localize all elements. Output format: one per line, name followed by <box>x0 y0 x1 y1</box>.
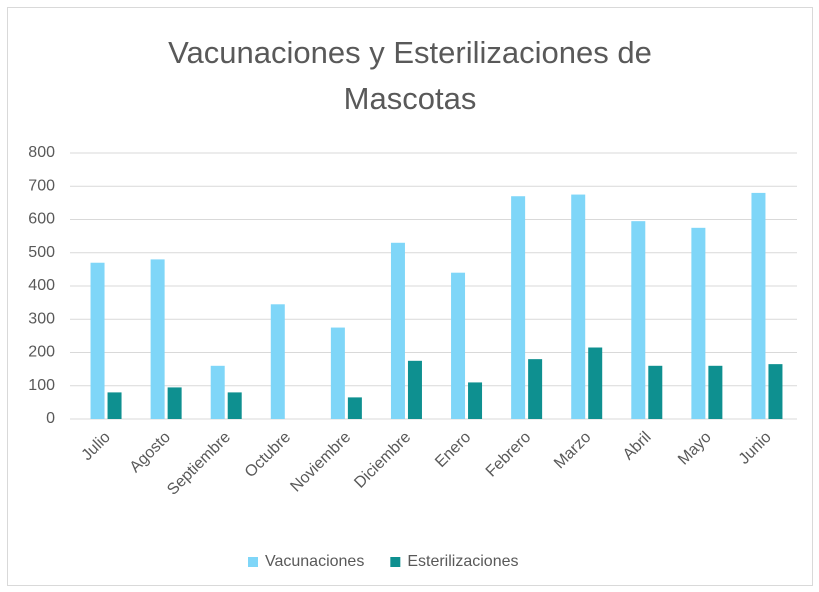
chart-title: Vacunaciones y Esterilizaciones de Masco… <box>168 35 652 116</box>
bar <box>167 387 182 419</box>
bar <box>571 194 586 419</box>
bar <box>768 364 783 419</box>
y-tick-label: 200 <box>28 344 55 361</box>
chart-border <box>7 7 813 586</box>
y-tick-label: 300 <box>28 310 55 327</box>
legend-swatch <box>248 557 258 567</box>
bar <box>631 221 646 419</box>
bar <box>648 365 663 419</box>
y-tick-label: 400 <box>28 277 55 294</box>
bar <box>390 242 405 419</box>
y-tick-label: 500 <box>28 244 55 261</box>
y-tick-label: 100 <box>28 377 55 394</box>
y-tick-label: 800 <box>28 144 55 161</box>
bar <box>150 259 165 419</box>
bar <box>528 359 543 419</box>
bar <box>270 304 285 419</box>
bar <box>90 262 105 419</box>
bar <box>107 392 122 419</box>
bar <box>210 365 225 419</box>
bar <box>588 347 603 419</box>
y-tick-label: 700 <box>28 177 55 194</box>
y-tick-label: 600 <box>28 211 55 228</box>
bar <box>347 397 362 419</box>
bar <box>511 196 526 419</box>
bar <box>227 392 242 419</box>
bar <box>708 365 723 419</box>
legend-swatch <box>390 557 401 567</box>
bar <box>330 327 345 419</box>
bar <box>451 272 466 419</box>
bar <box>468 382 483 419</box>
y-tick-label: 0 <box>46 410 55 427</box>
bar <box>691 227 706 419</box>
legend-label: Vacunaciones <box>265 553 364 570</box>
bar <box>407 360 422 419</box>
bar <box>751 192 766 419</box>
legend-label: Esterilizaciones <box>407 553 518 570</box>
